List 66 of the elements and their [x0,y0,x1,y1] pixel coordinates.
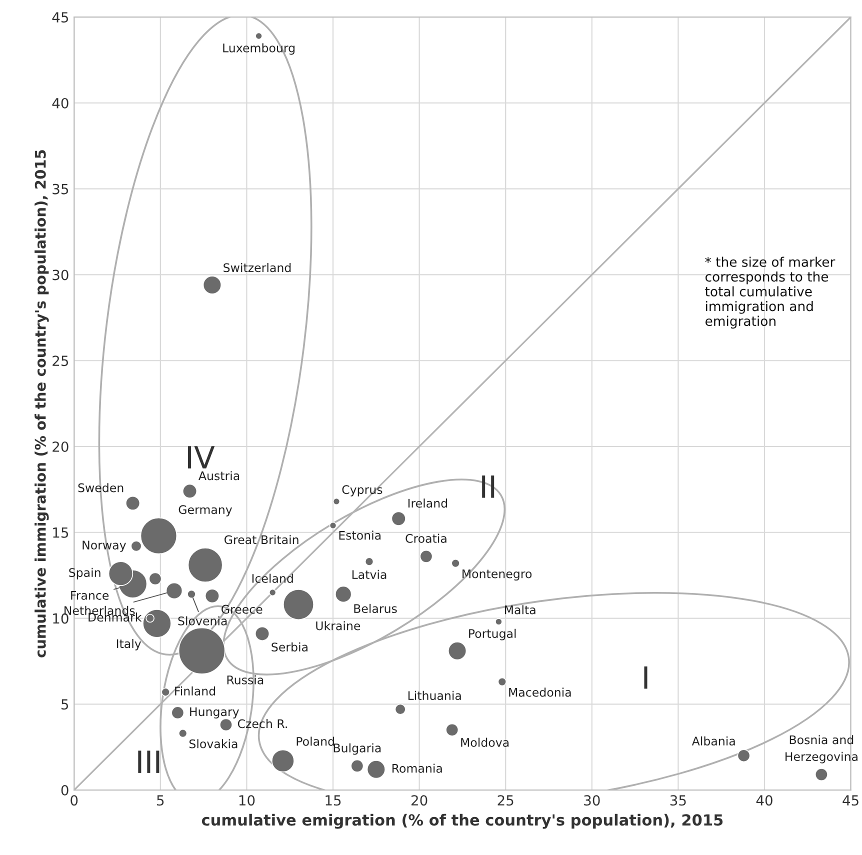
y-tick-label: 20 [52,441,68,452]
annotation: I [644,666,648,689]
x-tick-label: 5 [157,795,164,806]
series-label: Belarus [354,604,397,614]
y-tick-label: 40 [52,98,68,108]
series-label: Croatia [406,534,446,543]
series-label: Austria [198,471,240,480]
series-label: Greece [222,604,262,614]
series-label: Luxembourg [223,43,295,55]
x-tick-label: 30 [584,795,600,806]
series-label: Bosnia and Herzegovina [786,735,858,764]
x-axis-title: cumulative emigration (% of the country's population), 2015 [202,814,723,829]
series-label: Denmark [88,612,142,622]
series-label: Serbia [272,642,308,652]
series-label: Norway [82,540,126,552]
series-label: Russia [227,675,264,684]
series-label: Germany [178,505,232,516]
series-label: Switzerland [224,263,291,272]
series-label: Latvia [352,570,386,580]
y-tick-label: 35 [52,184,68,194]
series-label: Sweden [78,483,124,492]
series-label: Malta [504,605,536,614]
series-label: Spain [69,568,100,580]
series-label: Slovakia [189,739,238,748]
y-axis-title: cumulative immigration (% of the country's population), 2015 [34,150,49,658]
series-label: Romania [392,764,442,773]
x-tick-label: 15 [326,795,341,806]
series-label: Moldova [461,738,509,747]
series-label: Hungary [190,707,239,718]
series-label: Lithuania [408,690,461,700]
series-label: Great Britain [224,535,298,544]
y-tick-label: 45 [52,12,68,23]
annotation: II [482,476,494,498]
series-label: Finland [175,686,216,696]
y-tick-label: 0 [61,784,68,796]
y-tick-label: 25 [52,356,68,366]
annotation: III [138,750,160,773]
series-label: Montenegro [462,569,532,581]
series-label: Cyprus [342,485,382,496]
series-label: Iceland [252,574,293,583]
x-tick-label: 0 [70,795,78,806]
y-tick-label: 15 [53,528,68,538]
annotation: * the size of marker corresponds to the total cumulative immigration and emigration [705,256,836,329]
annotation: IV [188,446,215,468]
series-label: Macedonia [509,688,571,697]
series-label: Ukraine [316,621,360,630]
x-tick-label: 35 [670,795,686,806]
y-tick-label: 5 [62,699,68,710]
series-label: Slovenia [178,616,227,626]
y-tick-label: 10 [53,613,68,624]
series-label: Poland [296,736,334,746]
x-tick-label: 25 [498,795,514,806]
series-label: Albania [692,736,735,746]
x-tick-label: 40 [756,795,772,806]
x-tick-label: 45 [842,795,858,806]
text: Netherlands [64,606,135,616]
series-label: France [71,591,109,600]
series-label: Ireland [408,498,448,508]
y-tick-label: 30 [52,270,68,280]
series-label: Bulgaria [334,743,381,755]
series-label: Czech R. [238,719,287,728]
series-label: Italy [116,638,142,650]
x-tick-label: 10 [239,795,255,806]
series-label: Portugal [469,628,516,640]
series-label: Estonia [339,530,381,540]
x-tick-label: 20 [411,795,428,806]
